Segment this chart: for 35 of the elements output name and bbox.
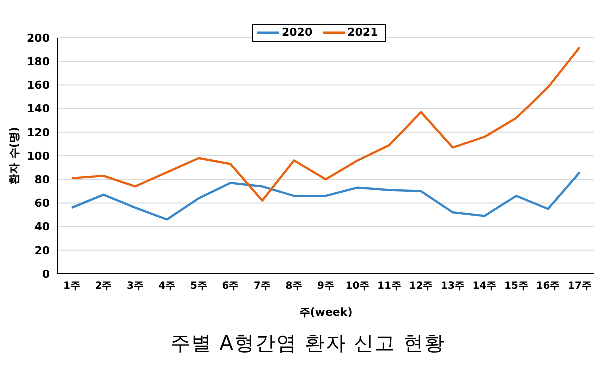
text: 주별 A형간염 환자 신고 현황 [169,330,447,357]
x-tick-label: 3주 [127,281,144,292]
line-series [70,46,582,202]
y-tick-label: 0 [42,268,50,281]
y-tick-label: 200 [27,32,50,45]
x-tick-label: 11주 [378,281,402,292]
x-tick-label: 4주 [158,281,176,292]
x-tick-label: 7주 [254,281,271,292]
x-tick-label: 8주 [286,281,303,292]
x-tick-label: 2주 [95,281,112,292]
y-tick-label: 20 [34,244,50,258]
x-tick-label: 5주 [190,281,208,292]
x-tick-label: 1주 [64,281,80,292]
x-tick-label: 16주 [536,281,560,292]
x-tick-label: 14주 [472,281,497,292]
y-tick-label: 120 [27,126,50,140]
y-tick-label: 140 [27,102,50,116]
legend-label: 2021 [348,26,378,40]
x-tick-label: 9주 [318,281,334,292]
y-axis-title: 환자 수(명) [8,127,21,185]
x-tick-label: 10주 [346,281,370,292]
y-tick-label: 180 [27,56,50,69]
y-tick-label: 60 [34,197,50,210]
y-tick-label: 100 [27,150,50,163]
x-tick-label: 17주 [568,281,592,292]
legend-label: 2020 [282,26,313,40]
x-tick-label: 6주 [222,281,240,292]
x-axis-title: 주(week) [299,306,353,319]
y-tick-label: 40 [34,220,50,234]
y-tick-label: 80 [34,174,50,187]
x-tick-label: 15주 [504,281,528,292]
x-tick-label: 12주 [409,281,434,292]
line-series [70,171,582,221]
y-tick-label: 160 [27,79,50,92]
x-tick-label: 13주 [441,281,465,292]
